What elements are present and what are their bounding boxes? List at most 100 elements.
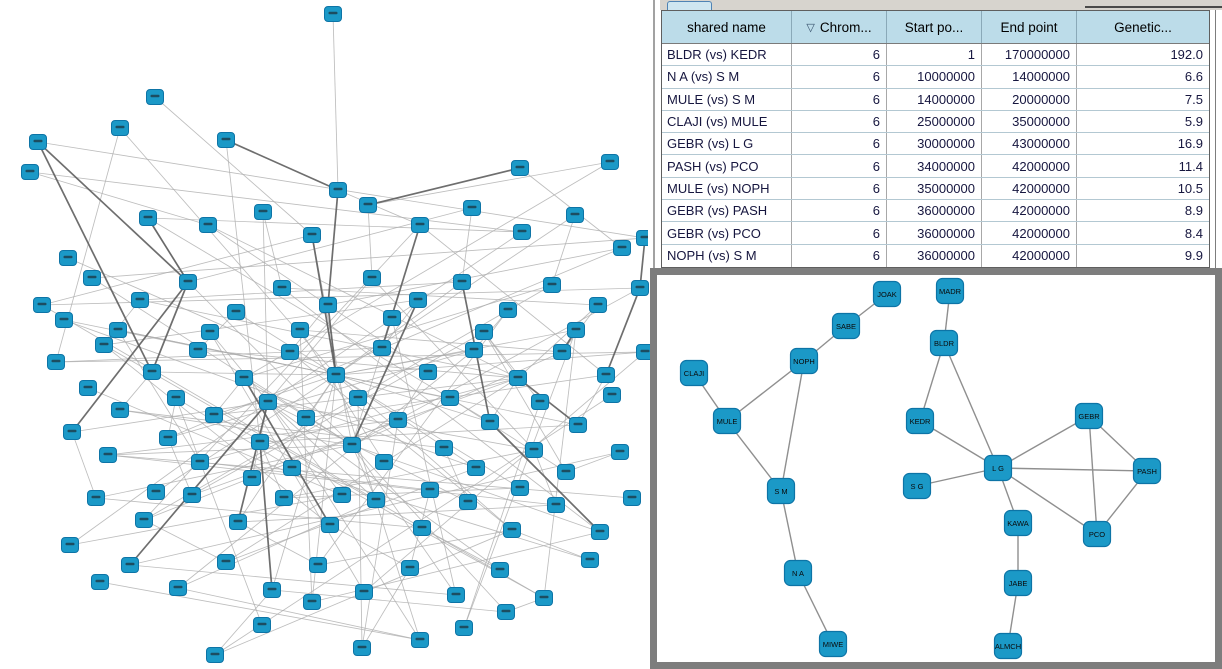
- network-edge: [41, 234, 313, 306]
- subnetwork-node-KEDR[interactable]: [905, 407, 935, 435]
- subnetwork-node-MIWE[interactable]: [818, 630, 848, 658]
- network-edge: [187, 281, 353, 446]
- table-row[interactable]: BLDR (vs) KEDR 6 1 170000000 192.0: [662, 44, 1209, 67]
- network-edge: [262, 211, 283, 289]
- panel-splitter[interactable]: [653, 0, 655, 268]
- node-label-smudge: [393, 417, 403, 421]
- subnetwork-node-JOAK[interactable]: [872, 280, 902, 308]
- node-label-smudge: [479, 329, 489, 333]
- network-edge: [511, 529, 591, 561]
- column-header-sharedname[interactable]: shared name: [662, 11, 792, 43]
- subnetwork-node-BLDR[interactable]: [929, 329, 959, 357]
- network-edge: [361, 567, 411, 649]
- table-cell: 1: [887, 44, 982, 66]
- subnetwork-node-NOPH[interactable]: [789, 347, 819, 375]
- network-edge: [367, 161, 611, 206]
- table-row[interactable]: PASH (vs) PCO 6 34000000 42000000 11.4: [662, 155, 1209, 178]
- subnetwork-node-ALMCH[interactable]: [993, 632, 1023, 660]
- subnetwork-node-MULE[interactable]: [712, 407, 742, 435]
- subnetwork-node-label: PASH: [1137, 467, 1157, 476]
- table-row[interactable]: N A (vs) S M 6 10000000 14000000 6.6: [662, 66, 1209, 89]
- node-label-smudge: [231, 309, 241, 313]
- network-edge: [271, 374, 337, 591]
- node-label-smudge: [363, 202, 373, 206]
- subnetwork-panel: JOAK MADR SABE BLDR NOPH CLAJI KEDR GEBR MULE L G…: [650, 268, 1222, 669]
- node-label-smudge: [513, 375, 523, 379]
- table-row[interactable]: GEBR (vs) PASH 6 36000000 42000000 8.9: [662, 200, 1209, 223]
- node-label-smudge: [640, 235, 650, 239]
- edge-attribute-table: shared name ▽ Chrom... Start po... End point…: [661, 10, 1210, 268]
- node-label-smudge: [570, 212, 580, 216]
- table-row[interactable]: GEBR (vs) L G 6 30000000 43000000 16.9: [662, 133, 1209, 156]
- network-edge: [449, 397, 567, 473]
- node-label-smudge: [331, 372, 341, 376]
- table-cell: 42000000: [982, 177, 1077, 200]
- network-edge: [543, 329, 577, 599]
- network-edge: [225, 377, 519, 563]
- network-edge: [129, 401, 269, 566]
- subnetwork-node-PCO[interactable]: [1082, 520, 1112, 548]
- subnetwork-canvas[interactable]: JOAK MADR SABE BLDR NOPH CLAJI KEDR GEBR MULE L G…: [657, 275, 1215, 662]
- table-row[interactable]: GEBR (vs) PCO 6 36000000 42000000 8.4: [662, 222, 1209, 245]
- network-edge: [117, 329, 201, 463]
- network-edge: [371, 277, 535, 451]
- node-label-smudge: [103, 452, 113, 456]
- table-row[interactable]: CLAJI (vs) MULE 6 25000000 35000000 5.9: [662, 110, 1209, 134]
- column-header-label: shared name: [687, 19, 766, 35]
- full-network-canvas[interactable]: [0, 0, 650, 669]
- node-label-smudge: [535, 399, 545, 403]
- table-cell: 6: [792, 88, 887, 110]
- subnetwork-edge-GEBR-PCO: [1088, 415, 1098, 535]
- subnetwork-node-GEBR[interactable]: [1074, 402, 1104, 430]
- network-edge: [225, 139, 339, 191]
- table-cell: 7.5: [1184, 91, 1203, 107]
- node-label-smudge: [595, 529, 605, 533]
- filter-icon[interactable]: ▽: [806, 21, 815, 34]
- subnetwork-node-JABE[interactable]: [1003, 569, 1033, 597]
- network-edge: [29, 171, 209, 226]
- column-header-genetic[interactable]: Genetic...: [1077, 11, 1209, 43]
- node-label-smudge: [601, 372, 611, 376]
- table-scrollbar[interactable]: [1215, 10, 1216, 268]
- table-row[interactable]: MULE (vs) NOPH 6 35000000 42000000 10.5: [662, 177, 1209, 201]
- network-edge: [335, 329, 577, 376]
- subnetwork-node-label: BLDR: [934, 339, 955, 348]
- subnetwork-node-MADR[interactable]: [935, 277, 965, 305]
- subnetwork-node-label: ALMCH: [995, 642, 1021, 651]
- subnetwork-node-SABE[interactable]: [831, 312, 861, 340]
- network-edge: [327, 189, 339, 306]
- subnetwork-node-LG[interactable]: [983, 454, 1013, 482]
- table-row[interactable]: MULE (vs) S M 6 14000000 20000000 7.5: [662, 88, 1209, 111]
- node-label-smudge: [135, 297, 145, 301]
- table-cell: 8.9: [1184, 203, 1203, 219]
- network-edge: [243, 161, 611, 379]
- subnetwork-node-NA[interactable]: [783, 559, 813, 587]
- table-cell: 14000000: [982, 66, 1077, 88]
- network-edge: [299, 329, 563, 353]
- node-label-smudge: [439, 445, 449, 449]
- node-label-smudge: [445, 395, 455, 399]
- table-cell: 10.5: [1177, 180, 1203, 196]
- network-edge: [299, 329, 385, 463]
- node-label-smudge: [357, 645, 367, 649]
- node-label-smudge: [333, 187, 343, 191]
- subnetwork-node-CLAJI[interactable]: [679, 359, 709, 387]
- network-edge: [283, 487, 521, 499]
- network-edge: [267, 277, 373, 403]
- subnetwork-node-KAWA[interactable]: [1003, 509, 1033, 537]
- table-tab[interactable]: [667, 1, 712, 10]
- column-header-endpoint[interactable]: End point: [982, 11, 1077, 43]
- column-header-chrom[interactable]: ▽ Chrom...: [792, 11, 887, 43]
- subnetwork-node-SG[interactable]: [902, 472, 932, 500]
- subnetwork-node-SM[interactable]: [766, 477, 796, 505]
- column-header-startpo[interactable]: Start po...: [887, 11, 982, 43]
- network-edge: [351, 299, 419, 446]
- node-label-smudge: [95, 579, 105, 583]
- table-cell: 42000000: [982, 244, 1077, 267]
- subnetwork-node-PASH[interactable]: [1132, 457, 1162, 485]
- node-label-smudge: [377, 345, 387, 349]
- table-row[interactable]: NOPH (vs) S M 6 36000000 42000000 9.9: [662, 244, 1209, 267]
- node-label-smudge: [617, 245, 627, 249]
- subnetwork-node-label: S M: [774, 487, 787, 496]
